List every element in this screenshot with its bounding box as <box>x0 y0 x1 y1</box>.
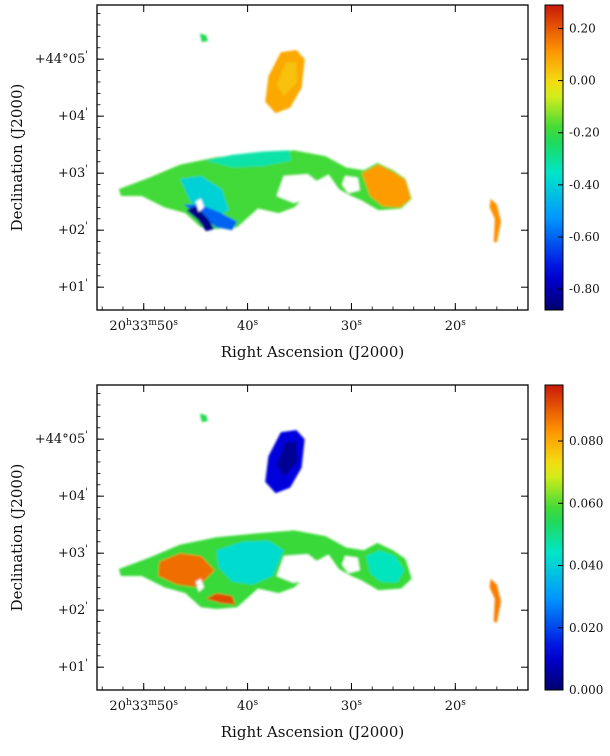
colorbar-tick-label: -0.80 <box>569 282 600 296</box>
colorbar-tick-label: 0.080 <box>569 434 603 448</box>
region-8 <box>206 593 236 605</box>
region-10 <box>489 198 501 243</box>
colorbar-frame <box>544 4 564 311</box>
x-tick-label: 40s <box>237 698 259 714</box>
region-2 <box>276 442 298 477</box>
y-tick-label: +44°05' <box>35 50 88 67</box>
colorbar-frame <box>544 384 564 691</box>
x-tick-label: 30s <box>341 318 363 334</box>
chart-top-svg: 20h33m50s 40s 30s 20s +44°05' +04' +03' +02' +01… <box>8 4 600 361</box>
region-9 <box>489 578 501 623</box>
region-7 <box>180 176 229 219</box>
colorbar-tick-label: 0.20 <box>569 21 596 35</box>
y-tick-label: +04' <box>58 107 88 124</box>
region-2 <box>276 62 298 97</box>
y-tick-label: +44°05' <box>35 430 88 447</box>
y-tick-label: +03' <box>58 544 88 561</box>
plot-frame <box>96 384 529 691</box>
x-axis-label: Right Ascension (J2000) <box>221 343 404 361</box>
colorbar <box>545 385 563 690</box>
region-3 <box>199 413 209 423</box>
colorbar-tick-label: 0.000 <box>569 683 603 697</box>
y-tick-label: +03' <box>58 164 88 181</box>
region-hole-3 <box>195 578 204 592</box>
x-tick-label: 40s <box>237 318 259 334</box>
y-axis-label: Declination (J2000) <box>8 84 26 232</box>
y-tick-label: +01' <box>58 658 88 675</box>
region-6 <box>216 540 284 585</box>
colorbar-tick-label: -0.40 <box>569 178 600 192</box>
colorbar-tick-label: 0.060 <box>569 496 603 510</box>
region-hole-1 <box>276 174 323 203</box>
region-hole-2 <box>342 176 360 194</box>
colorbar <box>545 5 563 310</box>
chart-bottom-svg: 20h33m50s 40s 30s 20s +44°05' +04' +03' +02' +01… <box>8 384 603 741</box>
region-6 <box>206 150 292 168</box>
y-tick-label: +04' <box>58 487 88 504</box>
colorbar-tick-label: 0.00 <box>569 74 596 88</box>
y-tick-label: +02' <box>58 221 88 238</box>
y-tick-label: +02' <box>58 601 88 618</box>
data-regions <box>118 413 501 623</box>
x-tick-label: 20h33m50s <box>109 318 178 334</box>
y-axis-label: Declination (J2000) <box>8 464 26 612</box>
colorbar-tick-label: 0.020 <box>569 621 603 635</box>
colorbar-tick-label: 0.040 <box>569 559 603 573</box>
region-hole-3 <box>195 198 204 212</box>
x-tick-label: 20s <box>445 698 467 714</box>
region-3 <box>199 33 209 43</box>
data-regions <box>118 33 501 243</box>
plot-frame <box>96 4 529 311</box>
region-5 <box>158 553 215 588</box>
region-9 <box>186 206 215 232</box>
region-hole-1 <box>276 554 323 583</box>
x-axis-label: Right Ascension (J2000) <box>221 723 404 741</box>
polarization-map-top: 20h33m50s 40s 30s 20s +44°05' +04' +03' +02' +01… <box>0 0 610 372</box>
colorbar-tick-label: -0.60 <box>569 230 600 244</box>
colorbar-tick-label: -0.20 <box>569 126 600 140</box>
x-tick-label: 30s <box>341 698 363 714</box>
x-tick-label: 20s <box>445 318 467 334</box>
y-tick-label: +01' <box>58 278 88 295</box>
x-tick-label: 20h33m50s <box>109 698 178 714</box>
region-hole-2 <box>342 556 360 574</box>
polarization-map-bottom: 20h33m50s 40s 30s 20s +44°05' +04' +03' +02' +01… <box>0 380 610 752</box>
region-7 <box>366 550 405 583</box>
region-5 <box>361 164 411 208</box>
